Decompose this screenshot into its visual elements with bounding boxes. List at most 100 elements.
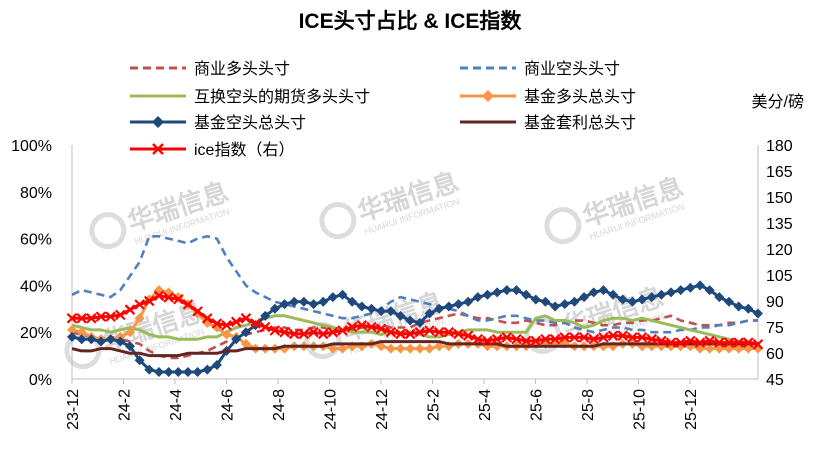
x-tick-label: 24-6 (220, 389, 237, 421)
data-point (337, 289, 348, 300)
data-point (327, 343, 338, 354)
data-point (67, 324, 77, 335)
data-point (665, 337, 677, 348)
data-point (376, 341, 387, 352)
legend-item-5: 基金套利总头寸 (460, 114, 636, 132)
data-point (115, 309, 126, 321)
right-tick-label: 90 (766, 294, 784, 311)
right-tick-label: 165 (766, 164, 793, 181)
right-axis-unit: 美分/磅 (752, 93, 804, 111)
data-point (617, 294, 628, 305)
x-tick-label: 25-2 (426, 389, 443, 421)
series-line-5 (71, 340, 758, 358)
data-point (404, 328, 416, 340)
data-point (308, 326, 319, 338)
data-point (724, 296, 735, 307)
data-point (366, 303, 377, 314)
data-point (482, 335, 493, 347)
data-point (579, 292, 590, 303)
series-5 (71, 340, 758, 358)
data-point (346, 321, 358, 333)
data-point (395, 343, 406, 354)
left-tick-label: 60% (20, 232, 52, 249)
data-point (221, 329, 232, 340)
data-point (337, 343, 348, 354)
data-point (743, 303, 754, 314)
legend-marker (152, 143, 164, 155)
series-0 (71, 312, 758, 360)
legend-item-3: 基金多头总头寸 (460, 88, 636, 106)
legend-marker (152, 116, 164, 128)
legend-label: 商业空头头寸 (524, 60, 620, 78)
data-point (636, 332, 648, 343)
data-point (173, 366, 184, 377)
data-point (685, 282, 696, 293)
data-point (637, 294, 648, 305)
data-point (124, 341, 135, 352)
x-tick-label: 24-2 (117, 389, 134, 421)
data-point (66, 313, 78, 324)
data-point (666, 287, 677, 298)
data-point (569, 332, 580, 343)
data-point (559, 299, 570, 310)
data-point (347, 296, 358, 307)
data-point (202, 364, 213, 375)
data-point (453, 328, 464, 340)
x-tick-label: 25-8 (580, 389, 597, 421)
data-point (144, 295, 155, 307)
data-point (375, 323, 387, 335)
data-point (501, 285, 512, 296)
data-point (279, 326, 290, 338)
right-tick-label: 60 (766, 346, 784, 363)
data-point (163, 366, 174, 377)
data-point (569, 296, 580, 307)
data-point (733, 301, 744, 312)
data-point (385, 326, 397, 338)
legend-label: ice指数（右） (194, 141, 294, 159)
data-point (317, 328, 329, 340)
data-point (259, 321, 271, 333)
series-layer (66, 235, 764, 377)
series-1 (71, 235, 758, 334)
data-point (356, 319, 368, 331)
data-point (385, 343, 396, 354)
data-point (173, 293, 184, 305)
data-point (617, 330, 629, 341)
legend-item-2: 互换空头的期货多头头寸 (130, 88, 370, 106)
data-point (192, 306, 203, 317)
data-point (327, 326, 339, 338)
data-point (433, 326, 445, 338)
data-point (424, 343, 435, 354)
data-point (153, 366, 164, 377)
data-point (434, 303, 445, 314)
series-line-1 (71, 235, 758, 334)
right-tick-label: 45 (766, 372, 784, 389)
data-point (356, 301, 367, 312)
data-point (723, 337, 735, 348)
data-point (201, 313, 213, 324)
data-point (521, 289, 532, 300)
x-tick-label: 24-10 (323, 389, 340, 430)
data-point (76, 313, 87, 324)
data-point (366, 321, 377, 333)
data-point (462, 330, 474, 341)
data-point (134, 299, 145, 310)
right-tick-label: 105 (766, 268, 793, 285)
data-point (675, 337, 686, 348)
data-point (405, 315, 416, 326)
data-point (501, 332, 513, 343)
data-point (704, 285, 715, 296)
data-point (646, 333, 657, 345)
data-point (540, 333, 551, 345)
data-point (675, 285, 686, 296)
data-point (124, 327, 135, 338)
data-point (192, 366, 203, 377)
right-tick-label: 135 (766, 216, 793, 233)
data-point (704, 343, 715, 354)
legend-item-4: 基金空头总头寸 (130, 114, 306, 132)
left-tick-label: 0% (29, 372, 52, 389)
x-tick-label: 25-4 (477, 389, 494, 421)
